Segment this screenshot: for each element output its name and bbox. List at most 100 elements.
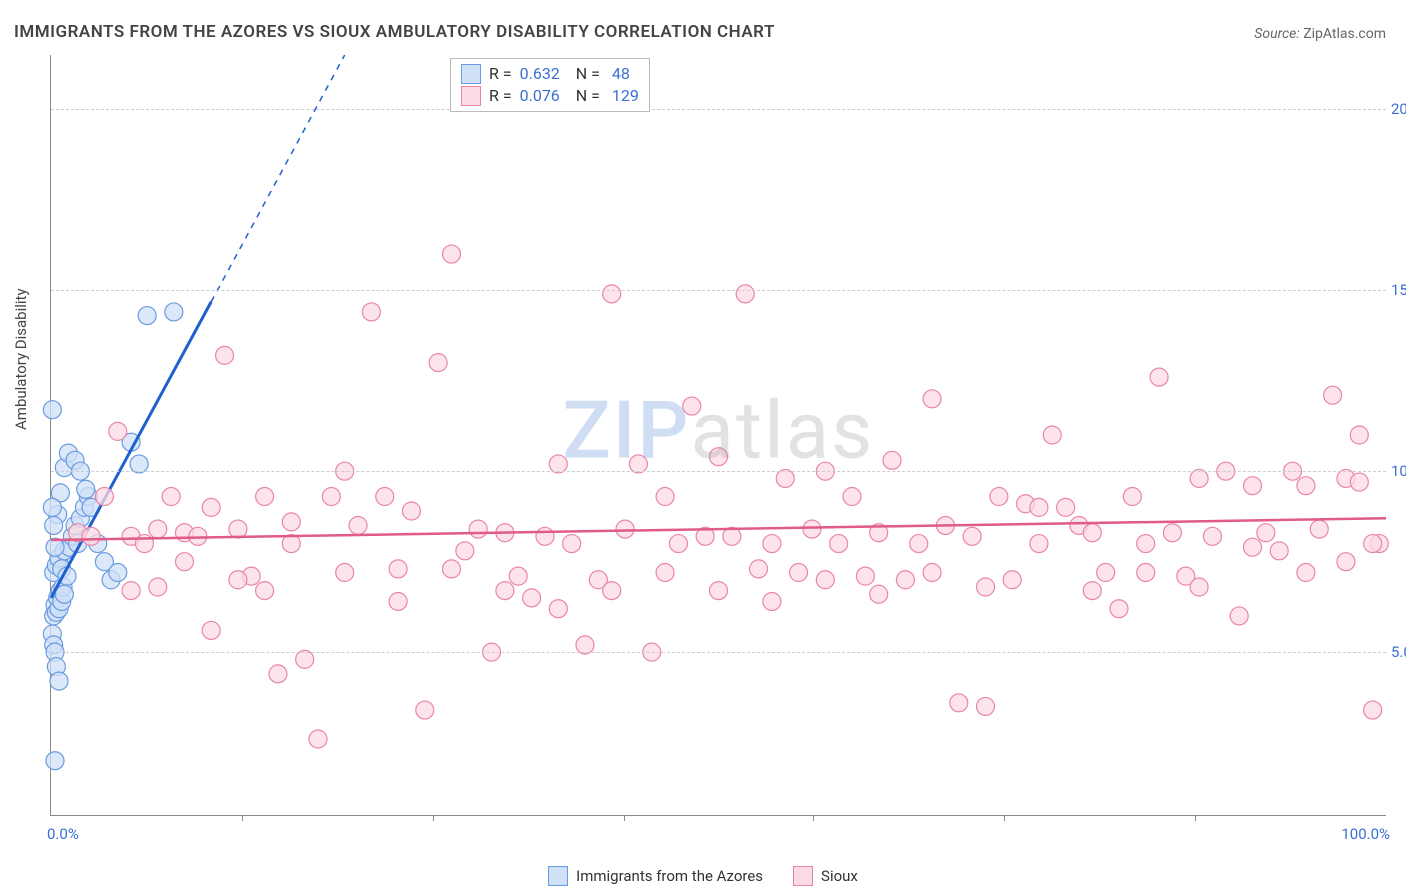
data-point-sioux xyxy=(162,488,180,506)
data-point-sioux xyxy=(990,488,1008,506)
data-point-sioux xyxy=(1083,582,1101,600)
x-tick xyxy=(433,815,434,821)
data-point-sioux xyxy=(216,346,234,364)
x-tick xyxy=(813,815,814,821)
data-point-sioux xyxy=(202,621,220,639)
y-tick-label: 20.0% xyxy=(1391,100,1406,118)
data-point-sioux xyxy=(923,564,941,582)
data-point-sioux xyxy=(683,397,701,415)
data-point-sioux xyxy=(1297,564,1315,582)
data-point-sioux xyxy=(456,542,474,560)
chart-title: IMMIGRANTS FROM THE AZORES VS SIOUX AMBU… xyxy=(14,22,775,42)
legend-r-value: 0.632 xyxy=(520,63,560,85)
data-point-sioux xyxy=(322,488,340,506)
data-point-sioux xyxy=(376,488,394,506)
data-point-sioux xyxy=(336,564,354,582)
data-point-sioux xyxy=(416,701,434,719)
data-point-sioux xyxy=(856,567,874,585)
data-point-sioux xyxy=(1297,477,1315,495)
data-point-sioux xyxy=(309,730,327,748)
data-point-sioux xyxy=(95,488,113,506)
data-point-sioux xyxy=(1137,564,1155,582)
data-point-sioux xyxy=(1257,524,1275,542)
legend-item-sioux: Sioux xyxy=(793,866,858,886)
data-point-sioux xyxy=(603,285,621,303)
legend-series-label: Sioux xyxy=(821,867,858,885)
gridline-horizontal xyxy=(51,471,1386,472)
data-point-sioux xyxy=(963,527,981,545)
legend-n-label: N = xyxy=(568,85,600,107)
data-point-azores xyxy=(109,564,127,582)
correlation-legend: R = 0.632 N = 48R =0.076 N = 129 xyxy=(450,58,650,112)
data-point-sioux xyxy=(149,520,167,538)
data-point-sioux xyxy=(1190,578,1208,596)
data-point-sioux xyxy=(82,527,100,545)
data-point-sioux xyxy=(1030,535,1048,553)
data-point-azores xyxy=(43,498,61,516)
chart-container: IMMIGRANTS FROM THE AZORES VS SIOUX AMBU… xyxy=(0,0,1406,892)
data-point-sioux xyxy=(202,498,220,516)
swatch-icon xyxy=(461,64,481,84)
data-point-sioux xyxy=(1230,607,1248,625)
data-point-sioux xyxy=(710,582,728,600)
legend-row-sioux: R =0.076 N = 129 xyxy=(461,85,639,107)
swatch-icon xyxy=(793,866,813,886)
data-point-sioux xyxy=(1270,542,1288,560)
data-point-azores xyxy=(165,303,183,321)
x-tick-label: 100.0% xyxy=(1341,825,1390,843)
legend-r-value: 0.076 xyxy=(520,85,560,107)
data-point-sioux xyxy=(656,488,674,506)
data-point-sioux xyxy=(736,285,754,303)
plot-area: ZIPatlas 5.0%10.0%15.0%20.0%0.0%100.0% xyxy=(50,55,1386,816)
legend-n-value: 48 xyxy=(608,63,630,85)
data-point-sioux xyxy=(402,502,420,520)
data-point-sioux xyxy=(122,582,140,600)
data-point-sioux xyxy=(1244,538,1262,556)
source-label: Source: xyxy=(1254,26,1299,42)
data-point-sioux xyxy=(750,560,768,578)
data-point-sioux xyxy=(910,535,928,553)
legend-row-azores: R = 0.632 N = 48 xyxy=(461,63,639,85)
data-point-sioux xyxy=(149,578,167,596)
plot-svg xyxy=(51,55,1386,815)
data-point-sioux xyxy=(1057,498,1075,516)
data-point-sioux xyxy=(1123,488,1141,506)
data-point-azores xyxy=(43,401,61,419)
data-point-sioux xyxy=(176,553,194,571)
data-point-sioux xyxy=(549,600,567,618)
data-point-sioux xyxy=(389,592,407,610)
data-point-sioux xyxy=(1043,426,1061,444)
x-tick xyxy=(1195,815,1196,821)
data-point-sioux xyxy=(603,582,621,600)
data-point-sioux xyxy=(977,578,995,596)
x-tick xyxy=(1004,815,1005,821)
data-point-sioux xyxy=(443,245,461,263)
data-point-sioux xyxy=(1137,535,1155,553)
data-point-sioux xyxy=(669,535,687,553)
data-point-sioux xyxy=(1003,571,1021,589)
data-point-sioux xyxy=(1350,473,1368,491)
data-point-sioux xyxy=(443,560,461,578)
data-point-sioux xyxy=(1030,498,1048,516)
data-point-sioux xyxy=(1350,426,1368,444)
data-point-sioux xyxy=(1364,701,1382,719)
data-point-sioux xyxy=(883,451,901,469)
data-point-sioux xyxy=(349,516,367,534)
data-point-sioux xyxy=(1337,553,1355,571)
legend-r-label: R = xyxy=(489,63,512,85)
legend-n-label: N = xyxy=(568,63,600,85)
data-point-sioux xyxy=(523,589,541,607)
swatch-icon xyxy=(548,866,568,886)
trendline-sioux xyxy=(51,518,1386,540)
x-tick xyxy=(242,815,243,821)
data-point-sioux xyxy=(923,390,941,408)
data-point-sioux xyxy=(429,354,447,372)
trendline-azores-dashed xyxy=(211,55,345,302)
data-point-sioux xyxy=(229,520,247,538)
data-point-sioux xyxy=(1324,386,1342,404)
data-point-sioux xyxy=(896,571,914,589)
data-point-azores xyxy=(50,672,68,690)
data-point-sioux xyxy=(1203,527,1221,545)
x-tick-label: 0.0% xyxy=(47,825,79,843)
legend-n-value: 129 xyxy=(608,85,639,107)
